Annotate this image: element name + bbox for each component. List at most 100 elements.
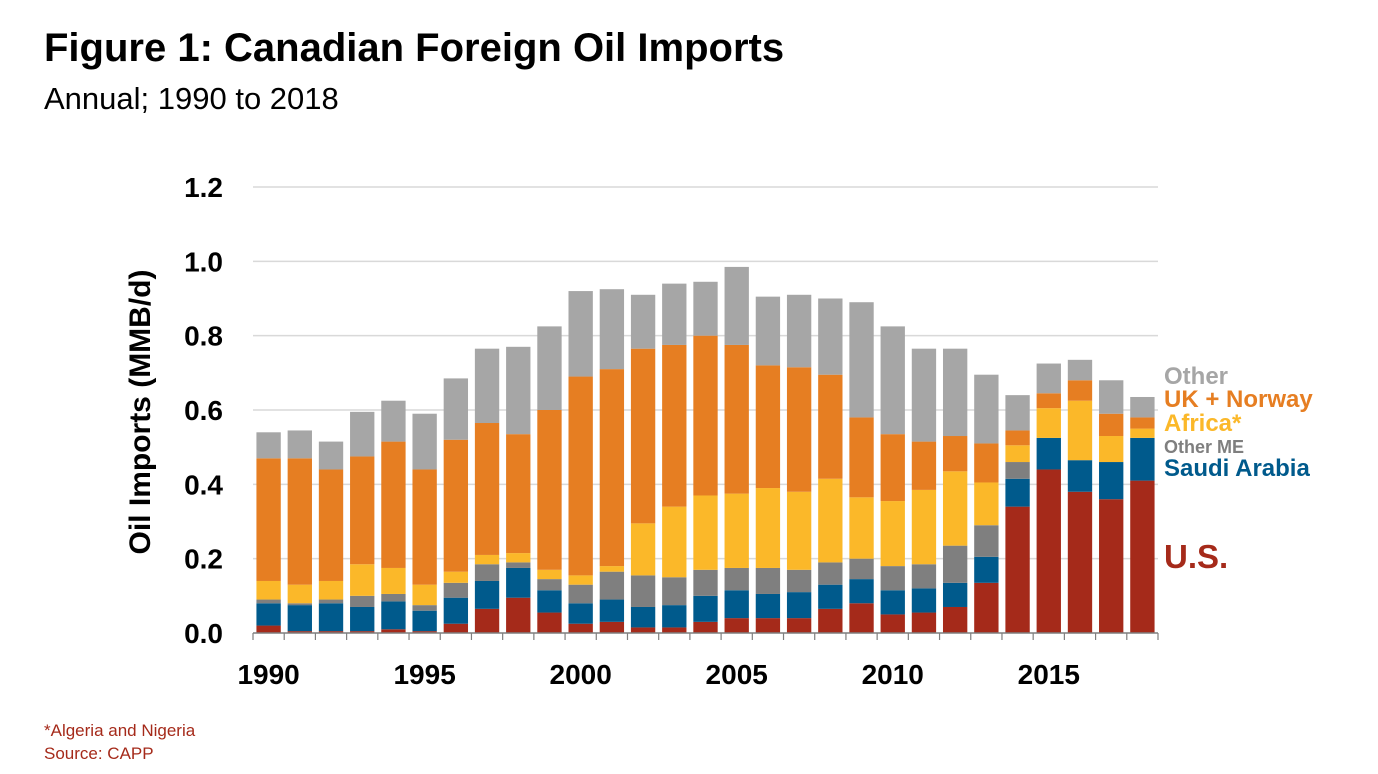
- bar-segment: [786, 294, 812, 368]
- y-tick-label: 0.0: [184, 618, 223, 649]
- chart-subtitle: Annual; 1990 to 2018: [44, 81, 339, 116]
- x-tick-label: 1990: [237, 659, 299, 690]
- bar-segment: [381, 441, 406, 568]
- bar-segment: [630, 606, 656, 628]
- bar-segment: [911, 564, 937, 589]
- bar-segment: [568, 623, 593, 633]
- y-tick-label: 0.4: [184, 469, 223, 500]
- bar-segment: [974, 374, 999, 444]
- bar-segment: [786, 491, 812, 570]
- bar-segment: [537, 579, 562, 591]
- bar-segment: [1005, 506, 1030, 633]
- bar-segment: [506, 434, 531, 554]
- legend-label: U.S.: [1164, 538, 1228, 575]
- bar-segment: [911, 489, 937, 565]
- bar-segment: [537, 612, 562, 633]
- bar-segment: [880, 614, 905, 633]
- bar-segment: [537, 410, 562, 570]
- bar-segment: [443, 623, 469, 633]
- bar-segment: [1005, 445, 1030, 463]
- bar-segment: [381, 601, 406, 630]
- bar-segment: [849, 417, 874, 498]
- bar-segment: [474, 554, 500, 565]
- bar-segment: [1005, 430, 1030, 446]
- legend-label: Other ME: [1164, 437, 1244, 457]
- bar-segment: [474, 348, 500, 424]
- bar-segment: [506, 597, 531, 633]
- bar-segment: [818, 298, 843, 375]
- bar-segment: [630, 575, 656, 607]
- bar-segment: [911, 588, 937, 613]
- bar-segment: [287, 458, 312, 585]
- bar-segment: [849, 497, 874, 559]
- x-tick-labels: 1990 1995 2000 2005 2010 2015: [237, 659, 1079, 690]
- bar-segment: [350, 595, 375, 607]
- bar-segment: [318, 599, 344, 604]
- bar-segment: [911, 612, 937, 633]
- bar-segment: [849, 558, 874, 580]
- bar-segment: [318, 631, 344, 633]
- bar-segment: [724, 618, 749, 633]
- bar-segment: [724, 344, 749, 494]
- bar-segment: [443, 582, 469, 598]
- legend-label: UK + Norway: [1164, 386, 1313, 413]
- bar-segment: [911, 441, 937, 490]
- bar-segment: [412, 605, 437, 611]
- bar-segment: [1099, 413, 1124, 437]
- bar-segment: [474, 608, 500, 633]
- legend-label: Saudi Arabia: [1164, 455, 1310, 482]
- bar-segment: [974, 525, 999, 557]
- bar-segment: [287, 603, 312, 606]
- bar-segment: [599, 566, 625, 572]
- bar-segment: [849, 603, 874, 633]
- source-note: Source: CAPP: [44, 744, 154, 763]
- bar-segment: [880, 326, 905, 435]
- bar-segment: [1099, 499, 1124, 633]
- bar-segment: [1099, 436, 1124, 463]
- bar-segment: [942, 471, 968, 546]
- bar-segment: [474, 423, 500, 555]
- bar-segment: [1099, 462, 1124, 500]
- bar-segment: [755, 296, 781, 366]
- bar-segment: [599, 571, 625, 600]
- bar-segment: [1005, 395, 1030, 431]
- bar-segment: [974, 443, 999, 483]
- x-tick-label: 2010: [862, 659, 924, 690]
- x-tick-label: 2015: [1018, 659, 1080, 690]
- bar-segment: [599, 369, 625, 567]
- y-tick-label: 0.6: [184, 395, 223, 426]
- bar-segment: [568, 603, 593, 624]
- y-axis-label: Oil Imports (MMB/d): [124, 270, 157, 555]
- bar-segment: [755, 365, 781, 489]
- y-tick-label: 0.8: [184, 321, 223, 352]
- bar-segment: [1130, 480, 1155, 633]
- bar-segment: [724, 567, 749, 591]
- bar-segment: [755, 488, 781, 568]
- bar-segment: [381, 593, 406, 602]
- bar-segment: [880, 566, 905, 591]
- bar-segment: [412, 631, 437, 633]
- bar-segment: [1067, 380, 1093, 401]
- bar-segment: [974, 582, 999, 633]
- bar-segment: [880, 590, 905, 615]
- bar-segment: [443, 597, 469, 624]
- bar-segment: [568, 376, 593, 576]
- bar-segment: [693, 495, 718, 570]
- bar-segment: [942, 582, 968, 607]
- bar-segment: [662, 577, 687, 606]
- x-tick-label: 2005: [706, 659, 768, 690]
- bar-segment: [318, 441, 344, 470]
- bar-segment: [1067, 460, 1093, 492]
- bar-segment: [630, 523, 656, 576]
- bar-segment: [693, 281, 718, 336]
- y-tick-labels: 0.0 0.2 0.4 0.6 0.8 1.0 1.2: [184, 172, 223, 649]
- bar-segment: [256, 599, 281, 604]
- y-tick-label: 1.0: [184, 246, 223, 277]
- bar-segment: [755, 567, 781, 594]
- bars: [256, 266, 1155, 633]
- bar-segment: [786, 367, 812, 492]
- bar-segment: [318, 469, 344, 581]
- bar-segment: [880, 434, 905, 502]
- bar-segment: [630, 294, 656, 349]
